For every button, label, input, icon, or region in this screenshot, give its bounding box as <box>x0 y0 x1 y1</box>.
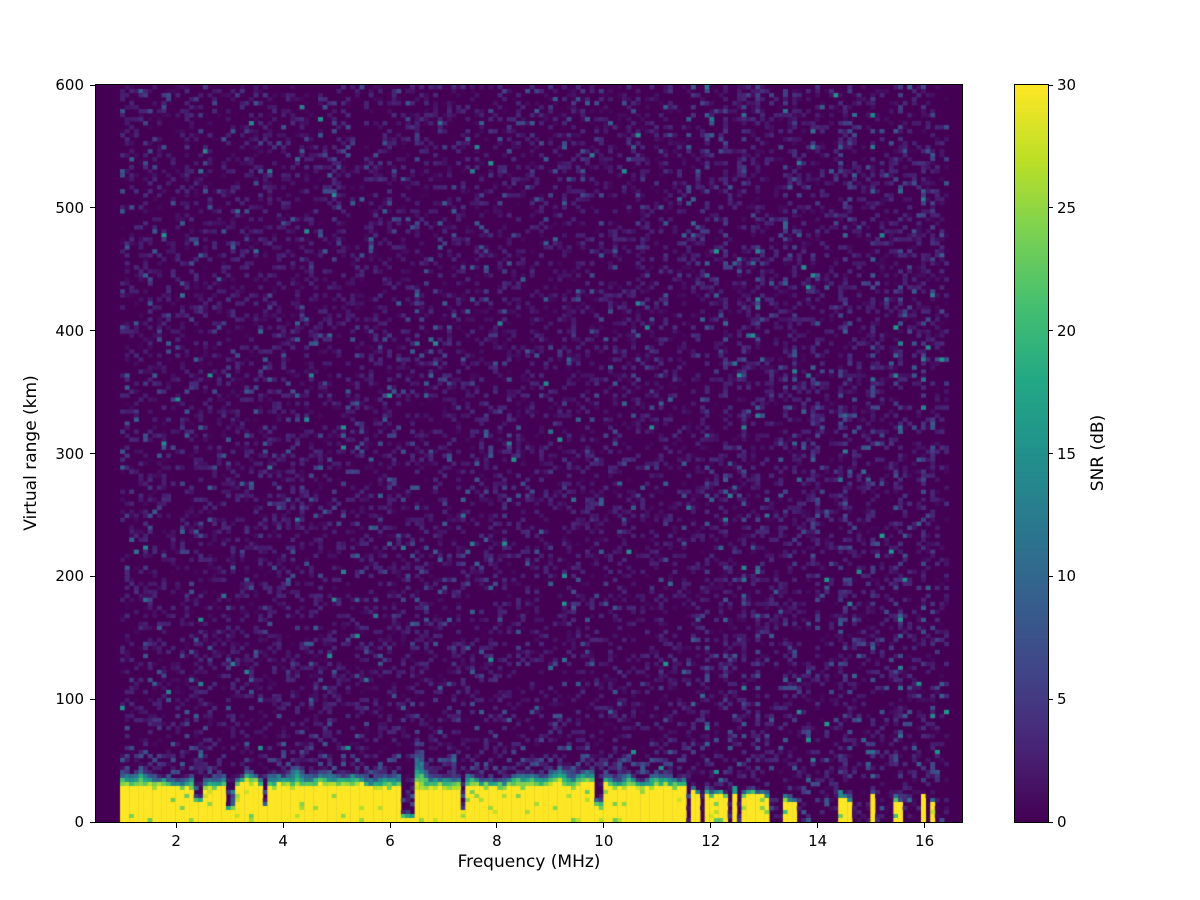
y-tick-label: 100 <box>55 690 84 709</box>
colorbar-tick-mark <box>1049 207 1053 209</box>
x-tick-label: 2 <box>171 832 181 850</box>
colorbar-tick-label: 25 <box>1057 198 1077 217</box>
y-tick-label: 300 <box>55 444 84 463</box>
y-tick-mark <box>90 575 95 577</box>
colorbar-tick-label: 5 <box>1057 690 1067 709</box>
y-tick-label: 200 <box>55 567 84 586</box>
colorbar-label: SNR (dB) <box>1088 414 1108 492</box>
colorbar-tick-mark <box>1049 698 1053 700</box>
colorbar-tick-mark <box>1049 330 1053 332</box>
y-tick-label: 500 <box>55 198 84 217</box>
x-tick-label: 14 <box>808 832 828 850</box>
y-tick-mark <box>90 84 95 86</box>
x-tick-label: 10 <box>594 832 614 850</box>
colorbar-tick-label: 20 <box>1057 321 1077 340</box>
x-tick-label: 6 <box>385 832 395 850</box>
y-tick-mark <box>90 330 95 332</box>
colorbar-gradient <box>1015 85 1048 822</box>
colorbar-tick-label: 10 <box>1057 567 1077 586</box>
x-tick-mark <box>496 823 498 828</box>
y-tick-mark <box>90 453 95 454</box>
y-tick-label: 600 <box>55 76 84 94</box>
colorbar-tick-mark <box>1049 453 1053 454</box>
colorbar-tick-mark <box>1049 84 1053 86</box>
x-tick-mark <box>710 823 712 828</box>
x-axis-label: Frequency (MHz) <box>457 852 601 872</box>
ionogram-heatmap <box>96 85 962 822</box>
y-tick-mark <box>90 821 95 823</box>
x-tick-label: 16 <box>915 832 935 850</box>
x-tick-mark <box>817 823 819 828</box>
colorbar-tick-label: 30 <box>1057 76 1077 94</box>
y-tick-label: 400 <box>55 321 84 340</box>
y-tick-mark <box>90 698 95 700</box>
x-tick-label: 4 <box>278 832 288 850</box>
colorbar-tick-mark <box>1049 575 1053 577</box>
colorbar <box>1014 84 1049 823</box>
plot-area <box>95 84 963 823</box>
colorbar-tick-label: 15 <box>1057 444 1077 463</box>
x-tick-mark <box>389 823 391 828</box>
x-tick-mark <box>282 823 284 828</box>
x-tick-mark <box>175 823 177 828</box>
x-tick-mark <box>603 823 605 828</box>
y-tick-mark <box>90 207 95 209</box>
x-tick-mark <box>924 823 926 828</box>
x-tick-label: 12 <box>701 832 721 850</box>
colorbar-tick-label: 0 <box>1057 813 1067 831</box>
y-tick-label: 0 <box>74 813 84 831</box>
x-tick-label: 8 <box>492 832 502 850</box>
colorbar-tick-mark <box>1049 821 1053 823</box>
